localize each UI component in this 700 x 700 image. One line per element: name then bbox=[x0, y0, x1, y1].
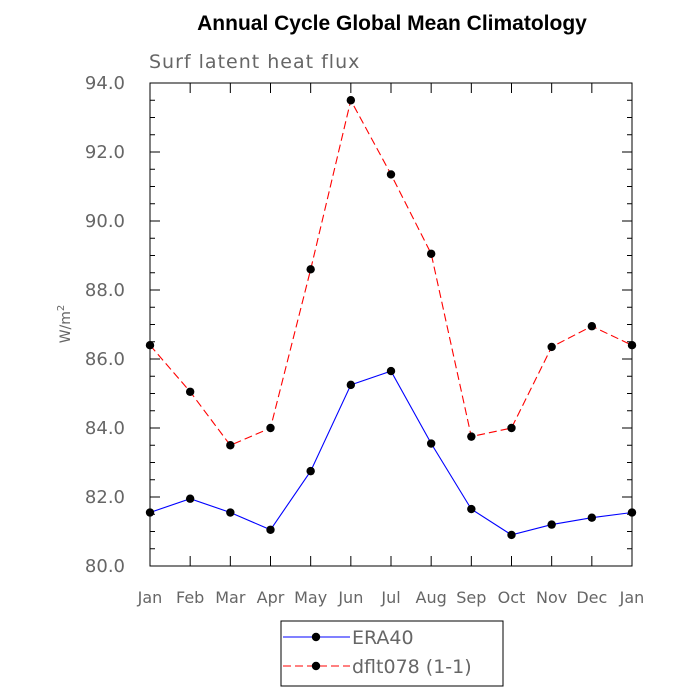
x-tick-label: Feb bbox=[176, 588, 204, 607]
legend-marker bbox=[311, 661, 321, 671]
legend-label-era40: ERA40 bbox=[352, 627, 414, 649]
y-tick-label: 88.0 bbox=[85, 280, 125, 301]
y-tick-label: 92.0 bbox=[85, 142, 125, 163]
data-point bbox=[226, 441, 235, 450]
data-point bbox=[507, 530, 516, 540]
y-axis-label-superscript: 2 bbox=[56, 305, 67, 311]
data-point bbox=[226, 508, 235, 517]
data-point bbox=[426, 439, 436, 448]
x-tick-label: Aug bbox=[416, 588, 447, 607]
data-point bbox=[587, 513, 597, 522]
x-tick-label: May bbox=[294, 588, 327, 607]
data-point bbox=[306, 466, 315, 476]
legend: ERA40 dflt078 (1-1) bbox=[280, 620, 504, 687]
x-tick-label: Nov bbox=[536, 588, 567, 607]
data-point bbox=[386, 170, 396, 179]
data-point bbox=[587, 322, 597, 331]
y-tick-label: 82.0 bbox=[85, 487, 125, 508]
x-tick-label: Jan bbox=[137, 588, 163, 607]
data-point bbox=[426, 249, 436, 258]
series-dflt078-1-1 bbox=[145, 96, 637, 450]
y-tick-labels: 80.0 82.0 84.0 86.0 88.0 90.0 92.0 94.0 bbox=[85, 73, 125, 577]
x-tick-label: Jul bbox=[380, 588, 400, 607]
legend-marker bbox=[311, 632, 321, 642]
data-point bbox=[467, 432, 476, 441]
legend-label-dflt078-1-1: dflt078 (1-1) bbox=[352, 656, 472, 678]
chart-title: Annual Cycle Global Mean Climatology bbox=[197, 12, 587, 35]
series-line-dflt078-1-1 bbox=[149, 98, 633, 446]
axis-ticks bbox=[149, 82, 633, 567]
y-axis-label-text: W/m bbox=[58, 311, 74, 343]
data-point bbox=[547, 342, 556, 352]
y-tick-label: 86.0 bbox=[85, 349, 125, 370]
y-tick-label: 90.0 bbox=[85, 211, 125, 232]
y-tick-label: 94.0 bbox=[85, 73, 125, 94]
y-axis-label: W/m2 bbox=[56, 305, 74, 344]
x-tick-labels: Jan Feb Mar Apr May Jun Jul Aug Sep Oct Nov Dec Jan bbox=[137, 588, 645, 607]
data-point bbox=[266, 423, 275, 433]
data-point bbox=[346, 380, 356, 390]
y-tick-label: 84.0 bbox=[85, 418, 125, 439]
data-point bbox=[306, 265, 315, 274]
series-layer bbox=[145, 96, 637, 540]
data-point bbox=[627, 341, 637, 350]
series-line-era40 bbox=[149, 370, 633, 536]
x-tick-label: Jun bbox=[337, 588, 363, 607]
x-tick-label: Mar bbox=[215, 588, 246, 607]
x-tick-label: Apr bbox=[257, 588, 285, 607]
data-point bbox=[627, 508, 637, 517]
x-tick-label: Oct bbox=[498, 588, 526, 607]
x-tick-label: Jan bbox=[619, 588, 645, 607]
chart-subtitle: Surf latent heat flux bbox=[149, 51, 360, 73]
data-point bbox=[346, 96, 356, 105]
data-point bbox=[185, 494, 195, 503]
x-tick-label: Sep bbox=[456, 588, 486, 607]
series-era40 bbox=[145, 366, 637, 540]
y-tick-label: 80.0 bbox=[85, 556, 125, 577]
data-point bbox=[145, 341, 155, 350]
legend-box bbox=[280, 620, 504, 687]
data-point bbox=[266, 525, 275, 534]
data-point bbox=[507, 423, 516, 433]
data-point bbox=[386, 366, 396, 376]
data-point bbox=[145, 508, 155, 517]
x-tick-label: Dec bbox=[576, 588, 607, 607]
plot-frame bbox=[149, 82, 633, 567]
data-point bbox=[547, 520, 556, 529]
data-point bbox=[185, 387, 195, 396]
data-point bbox=[467, 504, 476, 514]
